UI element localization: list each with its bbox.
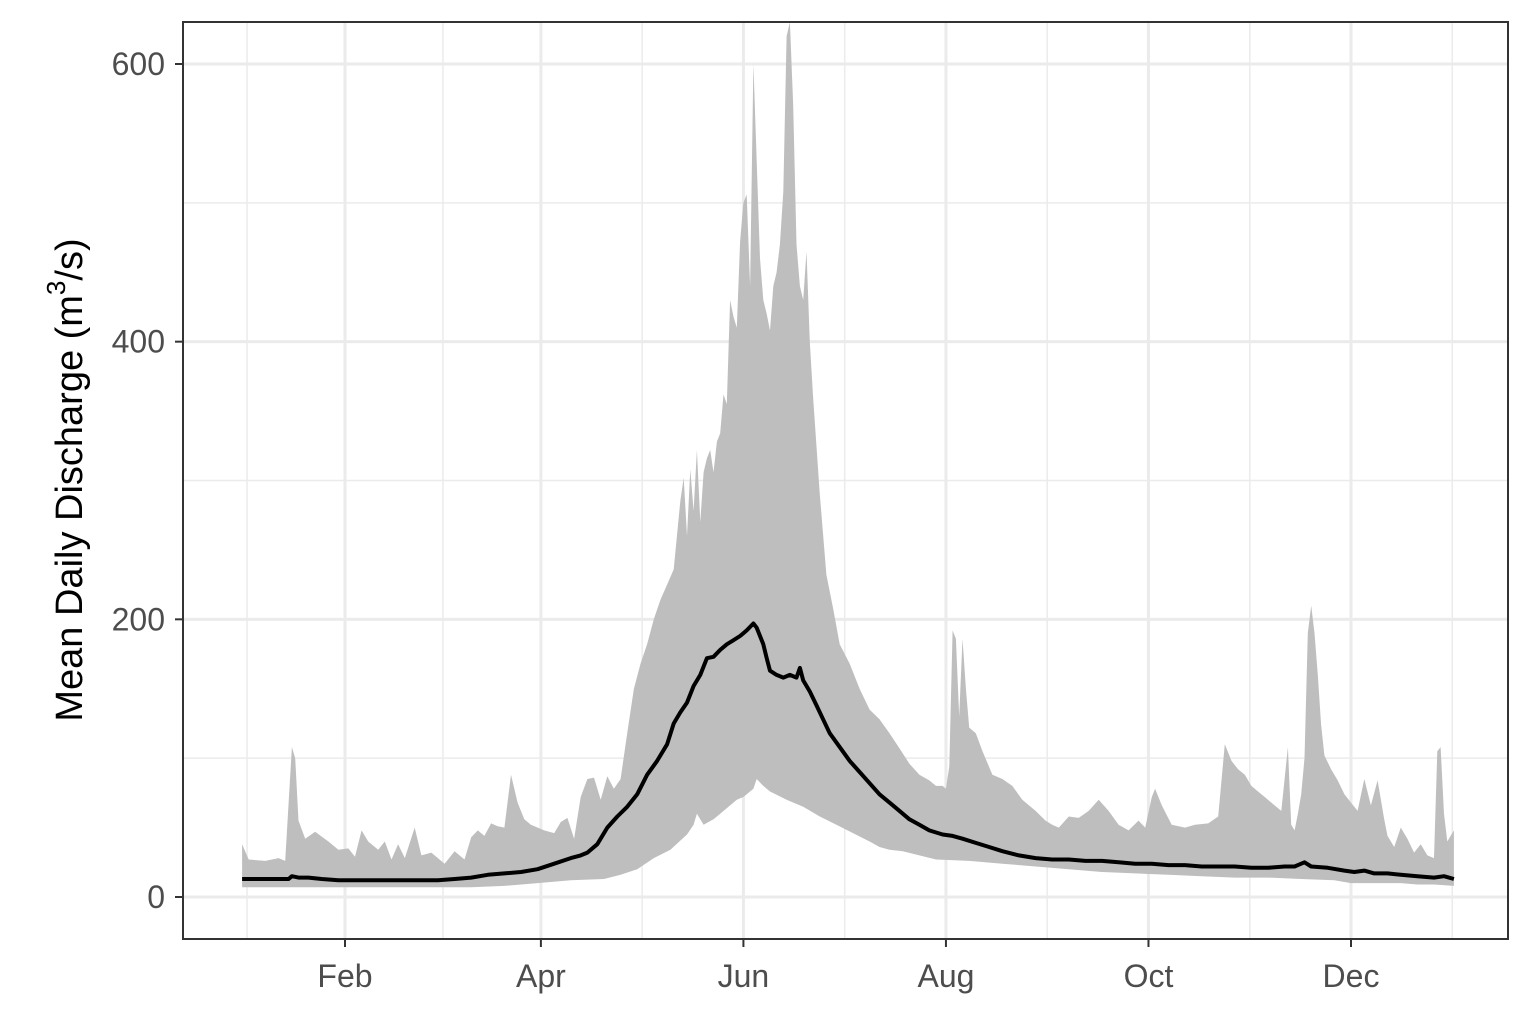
major-gridlines bbox=[183, 22, 1508, 939]
minor-gridlines bbox=[183, 22, 1508, 939]
x-tick-label: Feb bbox=[317, 958, 372, 994]
y-tick-label: 400 bbox=[112, 324, 165, 360]
x-tick-label: Dec bbox=[1323, 958, 1380, 994]
y-tick-label: 600 bbox=[112, 46, 165, 82]
y-tick-label: 0 bbox=[147, 879, 165, 915]
x-tick-label: Aug bbox=[917, 958, 974, 994]
discharge-range-ribbon bbox=[242, 22, 1454, 888]
y-axis-title-main: Mean Daily Discharge (m bbox=[49, 295, 91, 722]
x-tick-label: Jun bbox=[718, 958, 770, 994]
y-axis-title-superscript: 3 bbox=[41, 281, 71, 295]
x-tick-label: Oct bbox=[1124, 958, 1174, 994]
y-axis: 0 200 400 600 bbox=[112, 46, 183, 915]
y-axis-title-end: /s) bbox=[49, 238, 91, 280]
mean-discharge-line bbox=[242, 621, 1455, 883]
y-tick-label: 200 bbox=[112, 601, 165, 637]
plot-frame bbox=[182, 21, 1509, 940]
x-axis: Feb Apr Jun Aug Oct Dec bbox=[317, 939, 1379, 994]
x-tick-label: Apr bbox=[516, 958, 566, 994]
y-axis-title: Mean Daily Discharge (m3/s) bbox=[41, 238, 91, 721]
